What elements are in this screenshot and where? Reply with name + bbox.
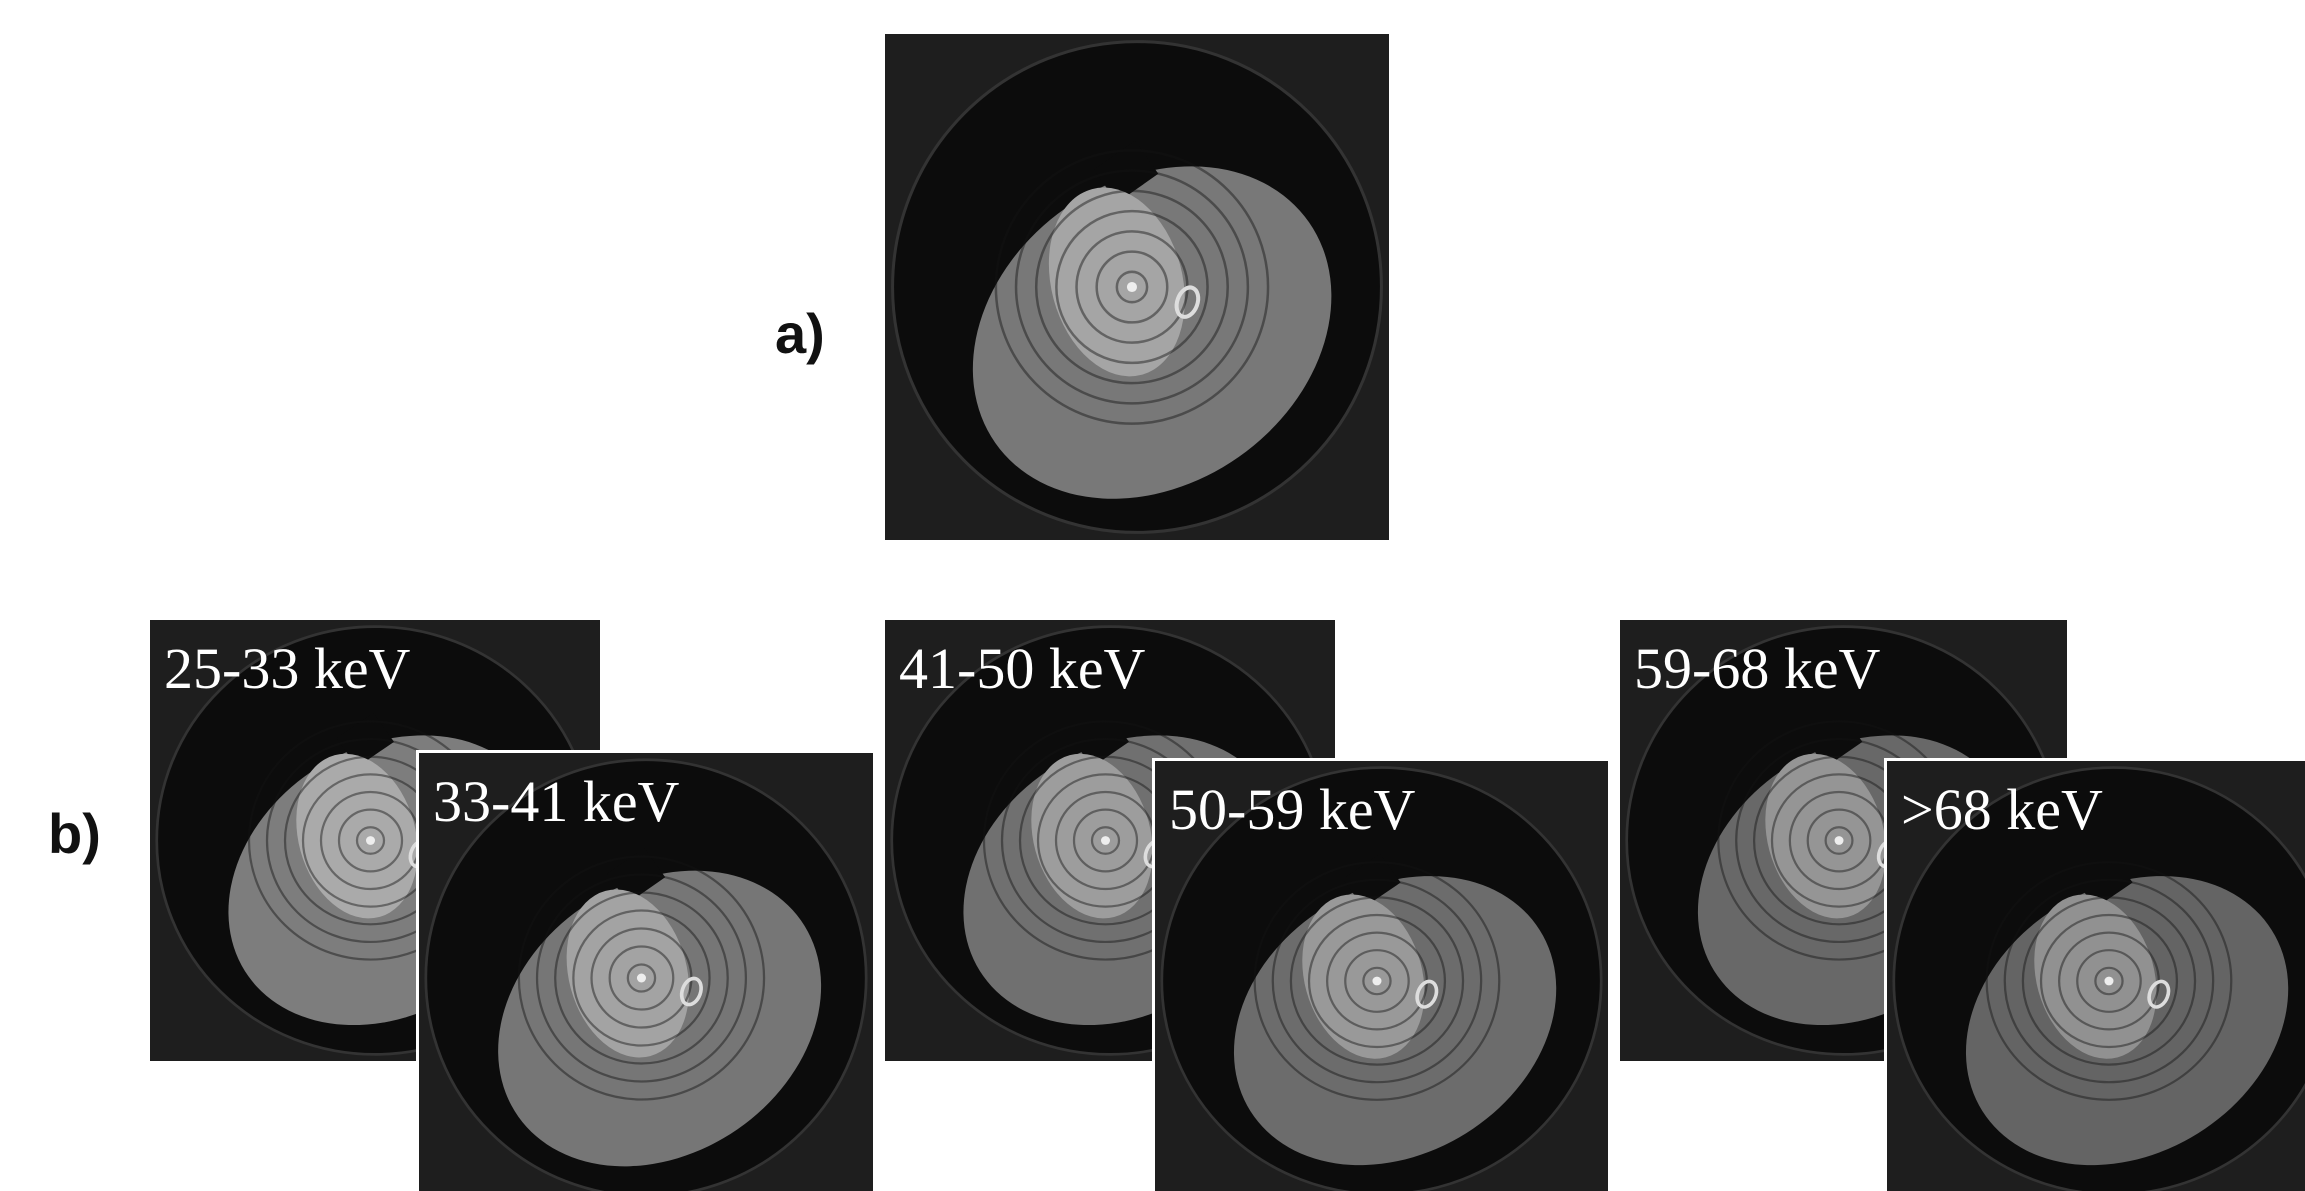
panel-label: b): [48, 802, 101, 865]
figure: a) b) 25-33 keV 33-41 keV 41-50 keV 50-59 k…: [0, 0, 2305, 1191]
ct-image: [885, 34, 1396, 567]
energy-label: 41-50 keV: [899, 636, 1146, 701]
energy-label: 50-59 keV: [1169, 777, 1416, 842]
energy-label: 59-68 keV: [1634, 636, 1881, 701]
energy-label: 25-33 keV: [164, 636, 411, 701]
energy-label: 33-41 keV: [433, 769, 680, 834]
panel-label: a): [775, 302, 825, 365]
energy-label: >68 keV: [1901, 777, 2103, 842]
